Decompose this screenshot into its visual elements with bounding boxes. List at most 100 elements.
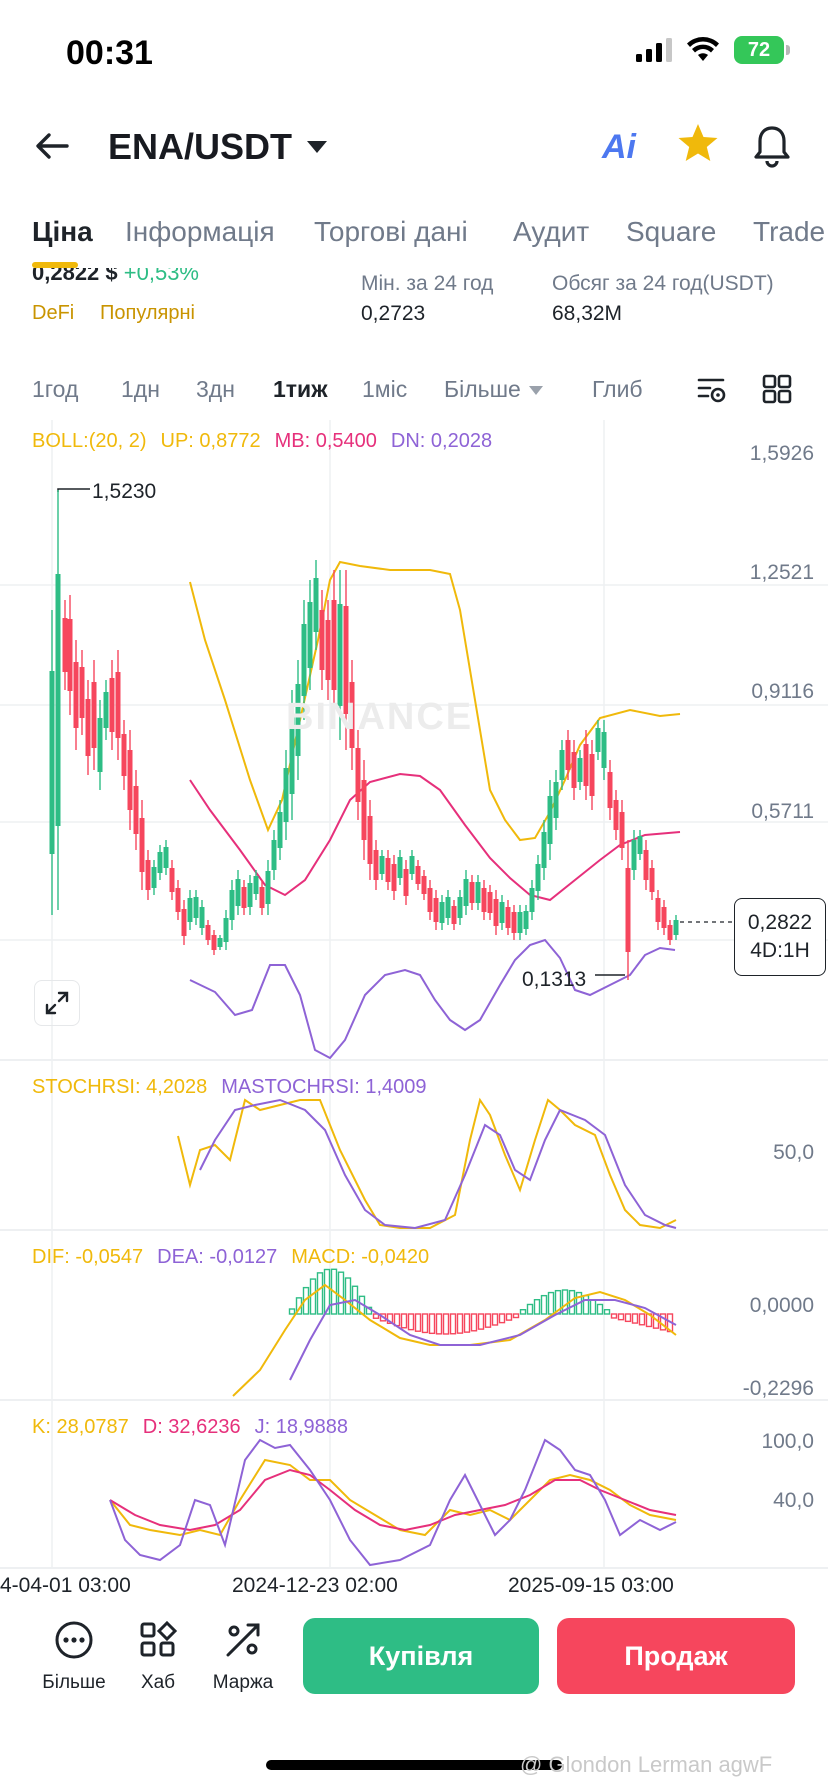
current-price-tag[interactable]: 0,2822 4D:1H [734, 898, 826, 976]
buy-button[interactable]: Купівля [303, 1618, 539, 1694]
bell-icon [754, 126, 790, 168]
kdj-d-line [109, 1468, 677, 1532]
candle-down [139, 818, 145, 872]
candle-down [175, 888, 181, 912]
bottom-action-bar: Більше Хаб Маржа Купівля Продаж [0, 1616, 828, 1716]
candle-up [499, 902, 505, 923]
tab-square[interactable]: Square [626, 216, 717, 247]
triangle-down-icon [528, 386, 543, 396]
candle-down [427, 888, 433, 912]
candle-down [325, 620, 331, 680]
candle-down [145, 860, 151, 890]
interval-more[interactable]: Більше [444, 376, 543, 403]
mastochrsi-value: MASTOCHRSI: 1,4009 [221, 1076, 427, 1098]
macd-histogram-bar [582, 1294, 590, 1315]
candle-up [229, 890, 235, 920]
tab-info[interactable]: Інформація [125, 216, 275, 247]
interval-1w[interactable]: 1тиж [273, 376, 328, 402]
candle-up [559, 750, 565, 780]
back-button[interactable] [30, 124, 74, 168]
candle-down [169, 868, 175, 892]
candle-up [457, 897, 463, 918]
interval-3d[interactable]: 3дн [196, 376, 235, 402]
hub-button[interactable]: Хаб [113, 1616, 203, 1694]
margin-button[interactable]: Маржа [198, 1616, 288, 1694]
price-axis-label: 1,5926 [749, 442, 814, 465]
candle-down [355, 748, 361, 802]
battery-indicator: 72 [734, 36, 790, 64]
more-dots-icon [55, 1621, 93, 1659]
hub-grid-icon [140, 1621, 177, 1657]
macd-value: MACD: -0,0420 [291, 1246, 430, 1268]
tab-trade-data[interactable]: Торгові дані [314, 216, 468, 247]
macd-histogram-bar [617, 1313, 625, 1321]
favorite-button[interactable] [676, 122, 720, 169]
interval-1d[interactable]: 1дн [121, 376, 160, 402]
candle-down [589, 754, 595, 796]
candle-up [97, 718, 103, 772]
layout-grid-icon[interactable] [762, 374, 792, 404]
macd-histogram-bar [421, 1313, 429, 1334]
candle-up [553, 782, 559, 818]
fullscreen-button[interactable] [34, 980, 80, 1026]
interval-1m[interactable]: 1міс [362, 376, 408, 402]
star-icon [678, 124, 718, 161]
ai-button[interactable]: Ai [602, 128, 636, 167]
kdj-legend: K: 28,0787 D: 32,6236 J: 18,9888 [32, 1416, 362, 1439]
macd-histogram-bar [631, 1313, 639, 1324]
tag-defi[interactable]: DeFi [32, 302, 75, 324]
candle-down [211, 935, 217, 950]
more-button[interactable]: Більше [29, 1616, 119, 1694]
macd-histogram-bar [498, 1313, 506, 1324]
candle-down [415, 866, 421, 884]
macd-histogram-bar [435, 1313, 443, 1335]
tab-trade[interactable]: Trade [753, 216, 826, 247]
boll-name: BOLL:(20, 2) [32, 430, 147, 452]
pair-selector[interactable]: ENA/USDT [108, 126, 328, 168]
candle-down [205, 925, 211, 940]
candle-down [121, 734, 127, 776]
tag-popular[interactable]: Популярні [100, 302, 195, 324]
interval-1h[interactable]: 1год [32, 376, 79, 402]
caret-down-icon [307, 141, 328, 153]
candle-down [565, 740, 571, 770]
candle-down [661, 907, 667, 928]
boll-lower-line [189, 938, 676, 1060]
price-axis-label: 0,9116 [751, 680, 814, 703]
stochrsi-legend: STOCHRSI: 4,2028 MASTOCHRSI: 1,4009 [32, 1076, 441, 1099]
candle-up [103, 692, 109, 728]
candle-up [523, 911, 529, 929]
x-axis-label: 4-04-01 03:00 [0, 1574, 131, 1597]
candle-up [157, 852, 163, 873]
candle-up [223, 918, 229, 942]
candle-up [547, 796, 553, 844]
candle-down [91, 682, 97, 748]
candle-down [343, 606, 349, 714]
candle-down [583, 744, 589, 786]
indicator-settings-icon[interactable] [696, 374, 728, 406]
candle-down [511, 912, 517, 933]
dea-value: DEA: -0,0127 [157, 1246, 278, 1268]
candle-up [289, 716, 295, 794]
candle-up [541, 832, 547, 868]
alert-button[interactable] [752, 124, 792, 173]
sell-button[interactable]: Продаж [557, 1618, 795, 1694]
candle-down [481, 888, 487, 912]
chart-watermark: BINANCE [286, 696, 474, 738]
candle-up [379, 856, 385, 874]
interval-depth[interactable]: Глиб [592, 376, 643, 402]
tab-audit[interactable]: Аудит [513, 216, 590, 247]
macd-histogram-bar [449, 1313, 457, 1335]
candle-down [625, 868, 631, 952]
tab-price[interactable]: Ціна [32, 216, 93, 247]
low-marker-label: 0,1313 [522, 968, 587, 991]
candle-down [451, 906, 457, 924]
macd-axis-label: 0,0000 [749, 1294, 814, 1317]
candle-up [265, 871, 271, 904]
candle-down [259, 887, 265, 908]
high-marker-label: 1,5230 [92, 480, 157, 503]
macd-histogram-bar [526, 1303, 534, 1315]
candle-up [193, 897, 199, 918]
price-axis-label: 0,5711 [751, 800, 814, 823]
price-chart[interactable] [0, 420, 828, 1580]
